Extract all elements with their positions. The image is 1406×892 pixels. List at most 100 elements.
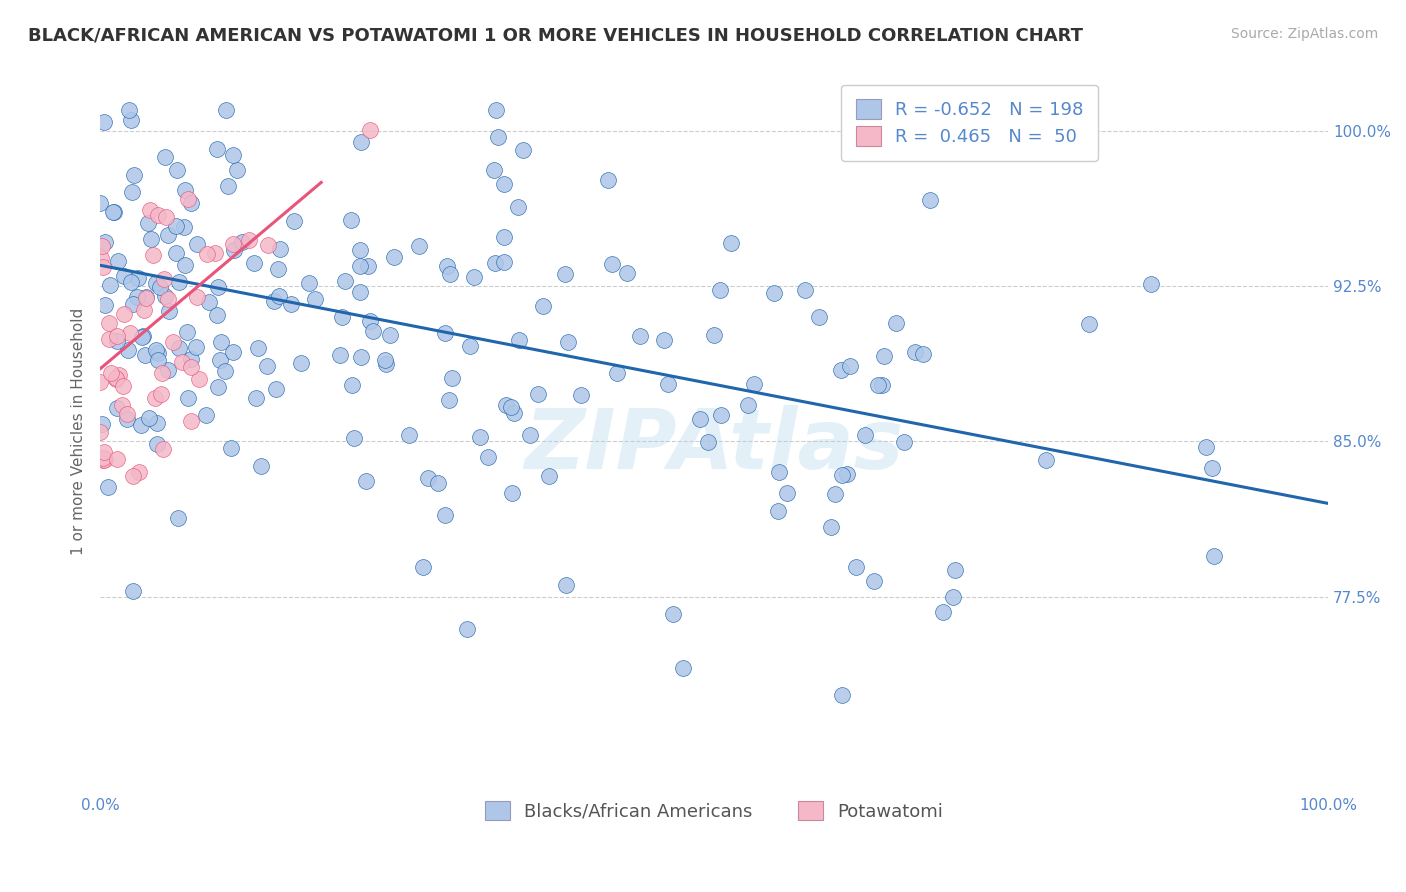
Point <box>616 266 638 280</box>
Point <box>932 605 955 619</box>
Point <box>115 412 138 426</box>
Point <box>122 297 145 311</box>
Point <box>766 504 789 518</box>
Point <box>132 329 155 343</box>
Point <box>1195 440 1218 454</box>
Point <box>231 235 253 249</box>
Point <box>243 256 266 270</box>
Point <box>152 272 174 286</box>
Point <box>91 452 114 467</box>
Point <box>136 216 159 230</box>
Point <box>157 363 180 377</box>
Point <box>207 379 229 393</box>
Point <box>173 220 195 235</box>
Point <box>156 227 179 242</box>
Point <box>343 432 366 446</box>
Point <box>689 412 711 426</box>
Point <box>356 260 378 274</box>
Point <box>146 416 169 430</box>
Point <box>329 348 352 362</box>
Point <box>93 260 115 275</box>
Point <box>222 236 245 251</box>
Point <box>246 341 269 355</box>
Point <box>174 258 197 272</box>
Point <box>209 335 232 350</box>
Point <box>94 235 117 250</box>
Point <box>463 270 485 285</box>
Point <box>873 349 896 363</box>
Point <box>263 293 285 308</box>
Point <box>436 260 458 274</box>
Point <box>198 294 221 309</box>
Point <box>177 192 200 206</box>
Point <box>112 268 135 283</box>
Point <box>112 379 135 393</box>
Point <box>482 162 505 177</box>
Point <box>742 376 765 391</box>
Point <box>737 398 759 412</box>
Point <box>165 246 187 260</box>
Point <box>426 475 449 490</box>
Point <box>1201 461 1223 475</box>
Point <box>143 391 166 405</box>
Point <box>139 203 162 218</box>
Point <box>134 348 156 362</box>
Point <box>103 205 125 219</box>
Point <box>596 172 619 186</box>
Point <box>89 425 111 440</box>
Point <box>107 254 129 268</box>
Point <box>238 233 260 247</box>
Point <box>835 467 858 481</box>
Point <box>129 417 152 432</box>
Point <box>912 347 935 361</box>
Point <box>146 437 169 451</box>
Point <box>1204 549 1226 564</box>
Point <box>111 398 134 412</box>
Point <box>112 307 135 321</box>
Point <box>866 377 889 392</box>
Point <box>142 248 165 262</box>
Point <box>195 247 218 261</box>
Point <box>93 297 115 311</box>
Point <box>257 238 280 252</box>
Point <box>943 563 966 577</box>
Point <box>335 273 357 287</box>
Point <box>219 441 242 455</box>
Point <box>256 359 278 374</box>
Point <box>412 559 434 574</box>
Point <box>652 334 675 348</box>
Point <box>269 289 291 303</box>
Point <box>354 475 377 489</box>
Point <box>1139 277 1161 292</box>
Point <box>186 341 208 355</box>
Point <box>508 333 530 347</box>
Point <box>870 377 893 392</box>
Point <box>484 256 506 270</box>
Point <box>150 387 173 401</box>
Point <box>135 291 157 305</box>
Point <box>269 242 291 256</box>
Point <box>1078 318 1101 332</box>
Point <box>672 661 695 675</box>
Point <box>853 427 876 442</box>
Point <box>177 391 200 405</box>
Point <box>709 283 731 297</box>
Point <box>495 398 517 412</box>
Point <box>437 392 460 407</box>
Point <box>162 335 184 350</box>
Point <box>176 326 198 340</box>
Point <box>433 508 456 522</box>
Point <box>458 339 481 353</box>
Point <box>125 290 148 304</box>
Point <box>152 366 174 380</box>
Point <box>148 346 170 360</box>
Point <box>1035 452 1057 467</box>
Point <box>499 400 522 414</box>
Point <box>105 329 128 343</box>
Point <box>456 622 478 636</box>
Point <box>97 316 120 330</box>
Point <box>128 465 150 479</box>
Point <box>628 329 651 343</box>
Point <box>408 239 430 253</box>
Point <box>89 195 111 210</box>
